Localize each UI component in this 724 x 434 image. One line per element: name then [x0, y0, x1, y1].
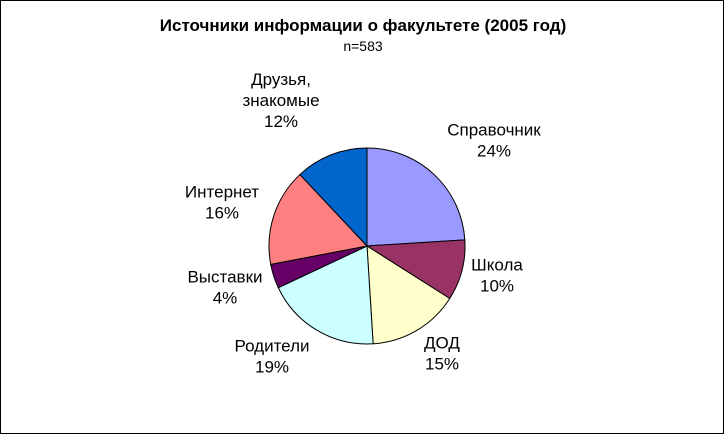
pie-slice-1: [366, 147, 466, 247]
slice-label-5: Выставки 4%: [187, 268, 262, 308]
slice-value-label: 12%: [264, 112, 298, 131]
slice-category-label: Родители: [235, 337, 310, 356]
slice-category-label: ДОД: [424, 334, 460, 353]
slice-category-label: Выставки: [187, 268, 262, 287]
pie-slice-4: [277, 245, 374, 345]
pie-slice-7: [299, 147, 368, 248]
chart-title: Источники информации о факультете (2005 …: [159, 16, 567, 35]
slice-category-label: Друзья,: [251, 70, 311, 89]
slice-label-7: Друзья, знакомые 12%: [242, 70, 319, 131]
slice-value-label: 16%: [205, 204, 239, 223]
pie-slice-3: [366, 245, 451, 345]
slice-label-6: Интернет 16%: [185, 183, 259, 223]
slice-value-label: 19%: [255, 358, 289, 377]
slice-label-1: Справочник 24%: [447, 121, 541, 161]
slice-label-4: Родители 19%: [235, 337, 310, 377]
slice-label-2: Школа 10%: [471, 256, 523, 296]
slice-category-label: знакомые: [242, 91, 319, 110]
slice-value-label: 15%: [425, 355, 459, 374]
chart-subtitle: n=583: [343, 38, 383, 54]
slice-category-label: Школа: [471, 256, 523, 275]
slice-category-label: Справочник: [447, 121, 541, 140]
slice-label-3: ДОД 15%: [424, 334, 460, 374]
pie-slice-6: [268, 173, 368, 265]
slice-category-label: Интернет: [185, 183, 259, 202]
slice-value-label: 24%: [477, 142, 511, 161]
slice-value-label: 4%: [213, 289, 238, 308]
slice-value-label: 10%: [480, 277, 514, 296]
